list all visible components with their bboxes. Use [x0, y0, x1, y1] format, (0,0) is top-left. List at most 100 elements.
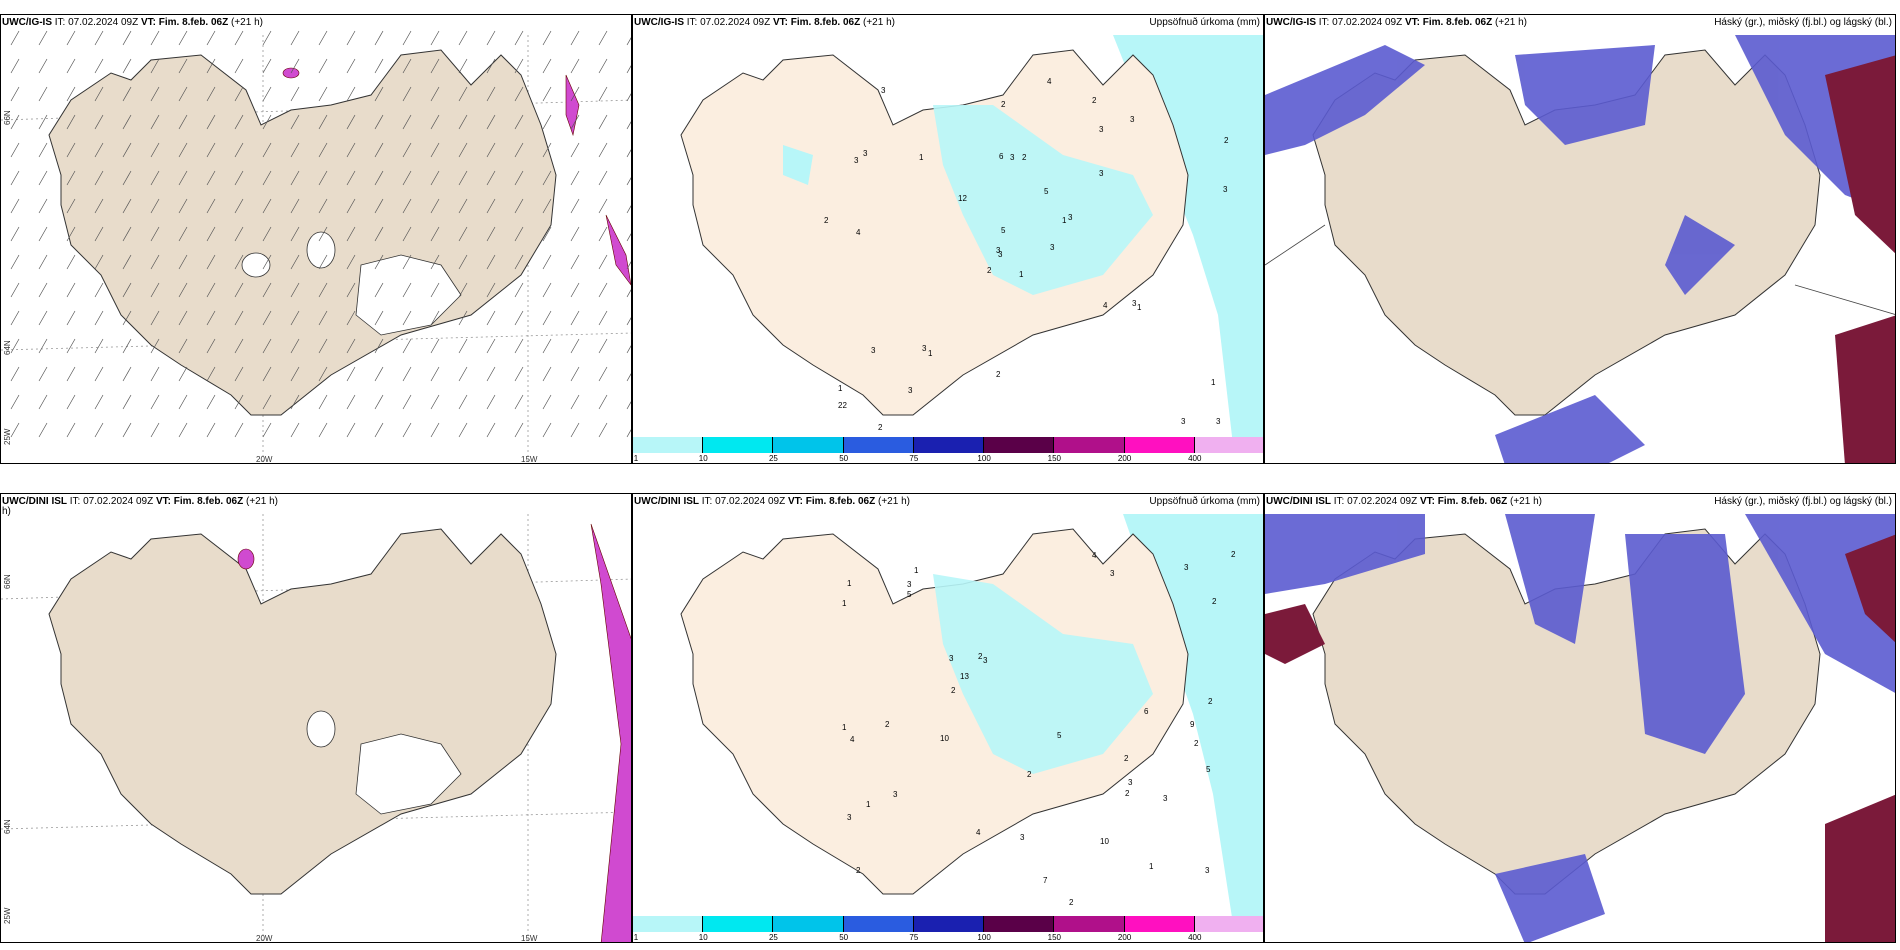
wind-barb: [150, 338, 160, 354]
wind-barb: [234, 142, 244, 158]
wind-barb: [234, 30, 244, 46]
precip-value-label: 3: [1099, 169, 1104, 178]
precip-value-label: 3: [893, 790, 898, 799]
wind-barb: [570, 310, 580, 326]
lon-label-25w: 25W: [3, 428, 12, 445]
wind-barb: [402, 366, 412, 382]
wind-barb: [486, 394, 496, 410]
wind-barb: [570, 226, 580, 242]
precip-value-label: 1: [1211, 378, 1216, 387]
precip-value-label: 5: [1001, 226, 1006, 235]
colorbar-swatch: [1194, 437, 1263, 453]
precip-value-label: 3: [1130, 115, 1135, 124]
wind-barb: [234, 366, 244, 382]
wind-barb: [122, 198, 132, 214]
colorbar-label: 25: [768, 933, 778, 942]
wind-barb: [458, 114, 468, 130]
wind-barb: [374, 422, 384, 438]
wind-barb: [38, 58, 48, 74]
wind-barb: [542, 170, 552, 186]
wind-barb: [10, 310, 20, 326]
wind-barb: [150, 114, 160, 130]
wind-barb: [262, 338, 272, 354]
wind-barb: [542, 366, 552, 382]
wind-barb: [374, 282, 384, 298]
precip-value-label: 2: [1125, 789, 1130, 798]
wind-barb: [430, 30, 440, 46]
wind-barb: [514, 338, 524, 354]
wind-barb: [66, 254, 76, 270]
colorbar-label: 150: [1047, 933, 1062, 942]
wind-barb: [206, 338, 216, 354]
wind-barb: [178, 170, 188, 186]
wind-barb: [206, 394, 216, 410]
precip-value-label: 22: [838, 401, 847, 410]
wind-barb: [626, 317, 631, 326]
colorbar-swatch: [633, 437, 704, 453]
lat-label-66n: 66N: [3, 574, 12, 589]
panel-title-wrap: h): [2, 506, 11, 517]
wind-barb: [122, 170, 132, 186]
wind-barb: [150, 366, 160, 382]
wind-barb: [10, 58, 20, 74]
wind-barb: [346, 394, 356, 410]
precip-value-label: 4: [1092, 551, 1097, 560]
wind-barb: [10, 366, 20, 382]
precip-value-label: 3: [922, 344, 927, 353]
wind-barb: [290, 422, 300, 438]
wind-barb: [10, 142, 20, 158]
wind-barb: [514, 58, 524, 74]
wind-barb: [570, 254, 580, 270]
wind-barb: [402, 394, 412, 410]
wind-barb: [626, 345, 631, 354]
wind-barb: [346, 366, 356, 382]
precip-value-label: 3: [998, 250, 1003, 259]
wind-barb: [66, 338, 76, 354]
colorbar-swatch: [703, 437, 774, 453]
wind-barb: [374, 338, 384, 354]
precip-value-label: 3: [1216, 417, 1221, 426]
colorbar-label: 200: [1117, 933, 1132, 942]
wind-barb: [150, 394, 160, 410]
wind-barb: [346, 282, 356, 298]
wind-barb: [150, 58, 160, 74]
wind-barb: [626, 121, 631, 130]
wind-barb: [570, 30, 580, 46]
wind-barb: [486, 366, 496, 382]
wind-barb: [262, 226, 272, 242]
wind-barb: [430, 198, 440, 214]
wind-barb: [430, 366, 440, 382]
wind-barb: [626, 93, 631, 102]
precip-value-label: 3: [1010, 153, 1015, 162]
precip-value-label: 6: [999, 152, 1004, 161]
wind-barb: [206, 114, 216, 130]
precip-value-label: 2: [1224, 136, 1229, 145]
wind-barb: [234, 226, 244, 242]
precip-value-label: 3: [1205, 866, 1210, 875]
wind-barb: [206, 282, 216, 298]
wind-barb: [38, 254, 48, 270]
precip-value-label: 3: [1163, 794, 1168, 803]
wind-barb: [206, 142, 216, 158]
colorbar-swatch: [1054, 916, 1125, 932]
wind-barb: [570, 282, 580, 298]
colorbar: 1 10 25 50 75 100 150 200 400: [633, 437, 1263, 463]
wind-barb: [262, 282, 272, 298]
lon-label-20w: 20W: [256, 934, 273, 943]
wind-barb: [290, 310, 300, 326]
precip-value-label: 3: [983, 656, 988, 665]
wind-barb: [570, 422, 580, 438]
precip-value-label: 2: [824, 216, 829, 225]
wind-barb: [514, 170, 524, 186]
precip-value-label: 5: [1044, 187, 1049, 196]
wind-barb: [38, 226, 48, 242]
wind-barb: [486, 282, 496, 298]
wind-barb: [178, 338, 188, 354]
wind-barb: [402, 58, 412, 74]
wind-barb: [458, 394, 468, 410]
precip-value-label: 7: [1043, 876, 1048, 885]
wind-barb: [458, 254, 468, 270]
wind-barb: [94, 86, 104, 102]
panel-subtitle: Háský (gr.), miðský (fj.bl.) og lágský (…: [1714, 496, 1892, 507]
wind-barb: [514, 86, 524, 102]
